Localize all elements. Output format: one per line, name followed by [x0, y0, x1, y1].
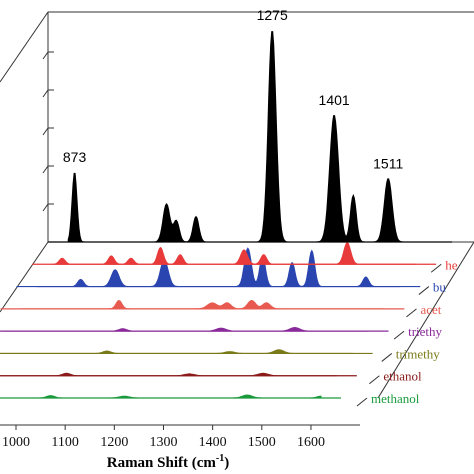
series-label-hexane: he: [445, 257, 458, 272]
series-acetone-area: [20, 299, 385, 310]
series-mixture: [48, 31, 452, 243]
frame-side-tick: [42, 127, 49, 136]
series-methanol: [0, 394, 341, 399]
series-label-ethanol: ethanol: [383, 369, 422, 384]
series-trimethyl: [0, 349, 373, 355]
x-axis-title: Raman Shift (cm-1): [107, 453, 230, 471]
series-triethyl: [0, 326, 389, 332]
series-label-tick: [381, 353, 393, 362]
frame-side-tick: [42, 165, 49, 174]
x-tick-label-1100: 1100: [51, 435, 78, 450]
series-label-tick: [430, 263, 442, 273]
frame-floor-right-edge: [377, 241, 474, 399]
chart-frame: [0, 11, 474, 399]
peak-label-873: 873: [63, 149, 87, 165]
series-label-tick: [356, 397, 368, 407]
series-label-acetone: acet: [420, 302, 441, 317]
x-tick-label-1600: 1600: [297, 435, 325, 450]
frame-side-tick: [42, 203, 49, 212]
x-axis: 1000 1100 1200 1300 1400 1500 1600: [0, 424, 360, 450]
frame-side-tick: [42, 89, 49, 98]
series-labels: methanol ethanol trimethy triethy acet bu he: [356, 257, 458, 407]
x-tick-label-1200: 1200: [100, 435, 128, 450]
frame-depth-edge-bottom: [0, 241, 49, 313]
series-label-trimethyl: trimethy: [396, 346, 441, 361]
series-label-tick: [393, 330, 405, 340]
peak-annotations: 873 1275 1401 1511: [63, 7, 404, 171]
series-hexane: [32, 242, 437, 265]
peak-label-1275: 1275: [257, 7, 288, 23]
series-label-butane: bu: [433, 280, 447, 295]
series-label-methanol: methanol: [371, 391, 420, 406]
series-acetone: [0, 299, 405, 310]
series-mixture-area: [67, 31, 432, 243]
x-tick-label-1000: 1000: [2, 435, 30, 450]
series-label-tick: [418, 286, 430, 295]
x-tick-label-1500: 1500: [248, 435, 276, 450]
series-label-tick: [369, 375, 380, 385]
series-ethanol: [0, 372, 357, 377]
frame-side-tick: [42, 51, 49, 60]
x-tick-label-1300: 1300: [149, 435, 177, 450]
spectra-traces: [0, 31, 452, 399]
peak-label-1401: 1401: [319, 92, 350, 108]
series-butane: [16, 247, 421, 288]
series-hexane-area: [52, 242, 417, 265]
x-tick-label-1400: 1400: [199, 435, 227, 450]
peak-label-1511: 1511: [373, 155, 403, 171]
series-label-triethyl: triethy: [408, 324, 442, 339]
frame-depth-edge-top: [0, 11, 49, 83]
series-label-tick: [406, 308, 417, 318]
